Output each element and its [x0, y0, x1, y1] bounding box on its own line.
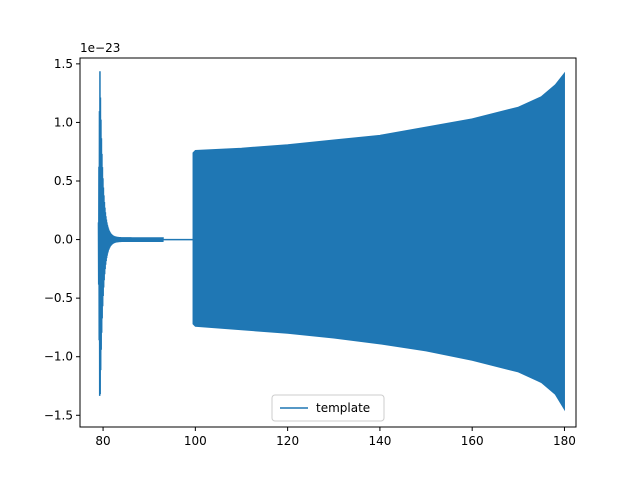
series-template-transient-line [97, 71, 164, 396]
y-axis: −1.5 −1.0 −0.5 0.0 0.5 1.0 1.5 [44, 57, 80, 422]
y-tick-label: 0.5 [54, 174, 73, 188]
plot-area [97, 71, 565, 412]
x-tick-label: 180 [553, 434, 576, 448]
y-tick-label: −0.5 [44, 291, 73, 305]
legend: template [271, 394, 385, 422]
y-offset-label: 1e−23 [80, 41, 120, 55]
y-tick-label: −1.5 [44, 408, 73, 422]
y-tick-label: 1.5 [54, 57, 73, 71]
x-tick-label: 160 [461, 434, 484, 448]
y-tick-label: −1.0 [44, 350, 73, 364]
x-tick-label: 80 [95, 434, 110, 448]
x-tick-label: 100 [184, 434, 207, 448]
x-axis: 80 100 120 140 160 180 [95, 427, 576, 448]
series-template-band [192, 71, 565, 412]
x-tick-label: 120 [276, 434, 299, 448]
series-template-transient [97, 71, 164, 396]
legend-box [271, 394, 385, 422]
y-tick-label: 1.0 [54, 115, 73, 129]
x-tick-label: 140 [368, 434, 391, 448]
plot-frame [79, 57, 577, 428]
legend-label-template: template [316, 401, 370, 415]
y-tick-label: 0.0 [54, 233, 73, 247]
